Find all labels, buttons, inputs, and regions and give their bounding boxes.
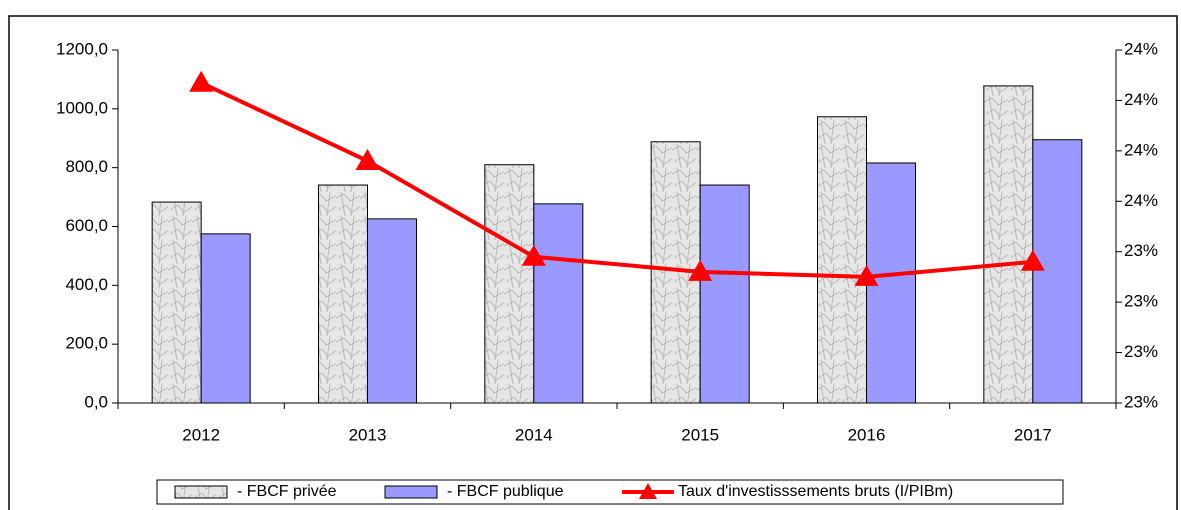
legend-label: - FBCF publique bbox=[447, 483, 564, 500]
x-tick-label: 2012 bbox=[182, 425, 220, 444]
line-marker bbox=[189, 70, 214, 92]
y2-tick-label: 24% bbox=[1124, 90, 1158, 109]
bar bbox=[533, 203, 584, 404]
y-tick-label: 400,0 bbox=[65, 275, 108, 294]
x-tick-label: 2016 bbox=[848, 425, 886, 444]
legend-box bbox=[156, 479, 1064, 505]
bar bbox=[151, 201, 202, 404]
legend-swatch bbox=[384, 485, 438, 499]
legend: - FBCF privée - FBCF publique Taux d'inves… bbox=[156, 479, 1064, 505]
line-marker bbox=[688, 259, 713, 281]
y2-tick-label: 24% bbox=[1124, 140, 1158, 159]
y2-tick-label: 24% bbox=[1124, 191, 1158, 210]
y2-tick-label: 23% bbox=[1124, 241, 1158, 260]
y2-tick-label: 23% bbox=[1124, 392, 1158, 411]
y2-tick-label: 23% bbox=[1124, 292, 1158, 311]
legend-marker bbox=[639, 483, 657, 499]
bar bbox=[367, 218, 417, 404]
bar bbox=[983, 85, 1034, 404]
y-tick-label: 600,0 bbox=[65, 216, 108, 235]
line-marker bbox=[355, 148, 380, 170]
x-tick-label: 2015 bbox=[681, 425, 719, 444]
line-marker bbox=[521, 244, 546, 266]
bar bbox=[817, 116, 867, 404]
x-tick-label: 2013 bbox=[349, 425, 387, 444]
y-tick-label: 1200,0 bbox=[56, 39, 108, 58]
line-marker bbox=[854, 264, 879, 286]
bar bbox=[699, 184, 750, 404]
legend-swatch bbox=[174, 485, 228, 499]
x-tick-label: 2017 bbox=[1014, 425, 1052, 444]
bar bbox=[200, 233, 251, 404]
y2-tick-label: 24% bbox=[1124, 39, 1158, 58]
y-tick-label: 0,0 bbox=[84, 392, 108, 411]
line-marker bbox=[1020, 249, 1045, 271]
bar bbox=[1032, 139, 1083, 404]
y-tick-label: 800,0 bbox=[65, 157, 108, 176]
x-tick-label: 2014 bbox=[515, 425, 553, 444]
y-tick-label: 200,0 bbox=[65, 334, 108, 353]
legend-label: - FBCF privée bbox=[237, 483, 337, 500]
line bbox=[200, 80, 1034, 279]
bar bbox=[484, 164, 535, 404]
y2-tick-label: 23% bbox=[1124, 342, 1158, 361]
legend-label: Taux d'investisssements bruts (I/PIBm) bbox=[678, 483, 953, 500]
bar bbox=[318, 184, 368, 404]
y-tick-label: 1000,0 bbox=[56, 98, 108, 117]
